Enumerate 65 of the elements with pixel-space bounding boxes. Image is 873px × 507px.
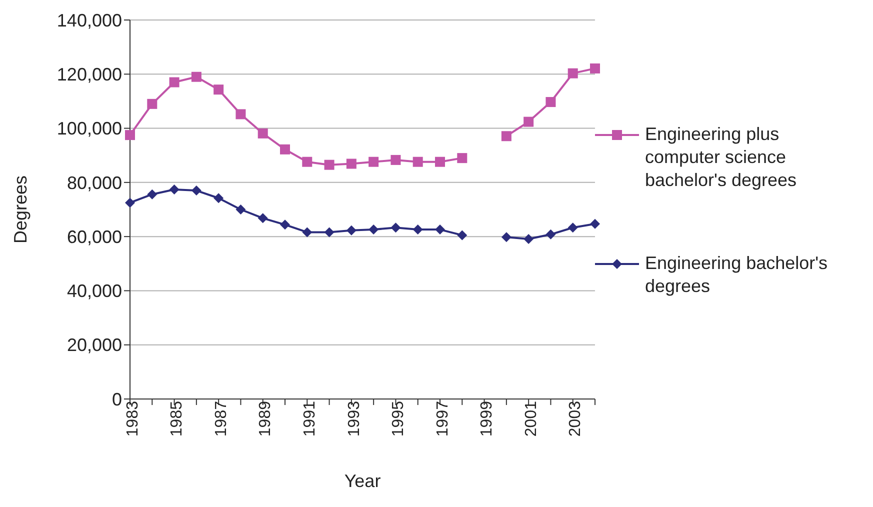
point <box>236 204 246 214</box>
point <box>412 224 423 235</box>
y-tick-label: 40,000 <box>66 281 122 302</box>
point <box>457 230 468 240</box>
point <box>258 213 268 224</box>
x-tick-label: 1993 <box>346 400 363 437</box>
y-tick-label: 140,000 <box>56 10 122 30</box>
point <box>568 222 578 233</box>
point <box>390 222 401 233</box>
y-axis-title: Degrees <box>10 175 30 244</box>
point <box>546 229 556 240</box>
point <box>368 224 379 235</box>
x-tick-label: 2001 <box>522 400 540 437</box>
point <box>191 72 202 82</box>
point <box>568 68 578 78</box>
point <box>346 225 356 236</box>
point <box>280 220 290 230</box>
point <box>280 144 290 154</box>
point <box>169 184 180 194</box>
y-tick-label: 20,000 <box>66 335 122 356</box>
x-tick-label: 2003 <box>567 400 584 437</box>
point <box>302 227 312 238</box>
point <box>546 97 556 108</box>
point <box>524 234 534 244</box>
point <box>590 63 600 74</box>
point <box>412 156 423 167</box>
point <box>457 153 468 164</box>
point <box>390 154 401 165</box>
point <box>236 109 246 120</box>
point <box>191 186 202 196</box>
y-tick-label: 60,000 <box>66 226 122 247</box>
point <box>590 218 600 229</box>
point <box>524 116 534 127</box>
y-tick-label: 0 <box>112 389 122 410</box>
point <box>368 156 379 167</box>
point <box>169 77 180 88</box>
point <box>324 160 334 170</box>
point <box>214 84 224 95</box>
legend-label: Engineering plus computer science bachelor's degrees <box>645 123 798 192</box>
point <box>435 156 445 167</box>
x-tick-label: 1983 <box>124 400 142 437</box>
y-tick-label: 120,000 <box>56 64 122 85</box>
point <box>147 189 158 200</box>
point <box>324 227 334 238</box>
point <box>302 156 312 167</box>
point <box>125 198 135 208</box>
x-tick-label: 1985 <box>168 400 186 437</box>
x-tick-label: 1991 <box>302 400 319 437</box>
point <box>501 131 512 142</box>
x-tick-label: 1999 <box>478 400 496 437</box>
point <box>258 128 268 138</box>
y-tick-label: 100,000 <box>56 118 122 139</box>
point <box>214 193 224 204</box>
y-tick-label: 80,000 <box>66 172 122 193</box>
point <box>501 232 512 242</box>
point <box>147 98 158 109</box>
point <box>435 224 445 235</box>
x-tick-label: 1995 <box>390 400 408 437</box>
x-tick-label: 1997 <box>434 400 452 437</box>
point <box>346 158 356 169</box>
x-tick-label: 1989 <box>257 400 274 437</box>
point <box>125 130 135 140</box>
x-axis-title: Year <box>344 471 381 491</box>
legend-label: Engineering bachelor's degrees <box>645 252 829 298</box>
x-tick-label: 1987 <box>212 400 230 437</box>
